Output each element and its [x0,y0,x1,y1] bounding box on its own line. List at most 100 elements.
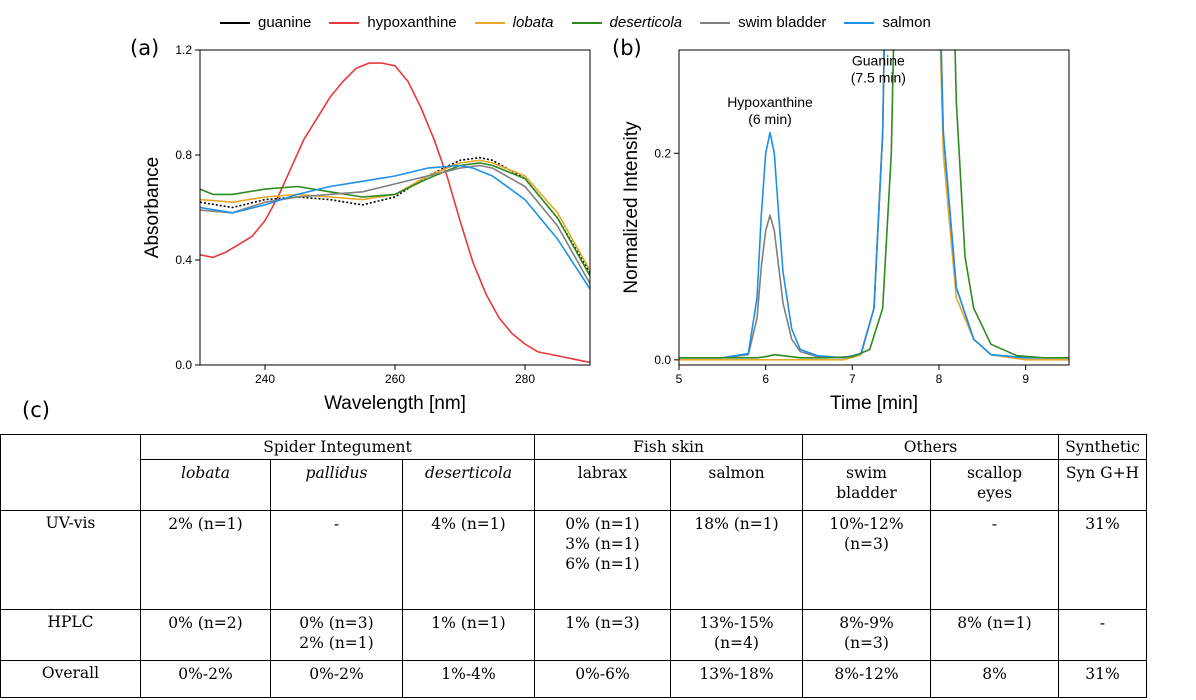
y-tick-label: 1.2 [175,43,192,57]
peak-annotation: Hypoxanthine (6 min) [727,94,813,127]
cell-text: 1% (n=3) [565,614,640,632]
table-cell: 4% (n=1) [402,510,535,610]
legend-swatch [571,21,602,24]
table-cell: 1%-4% [402,660,535,698]
y-tick-label: 0.8 [175,148,192,162]
column-header-text: eyes [976,484,1013,502]
column-header-lobata: lobata [140,459,271,511]
cell-text: - [991,515,998,533]
cell-text: 31% [1085,515,1120,533]
panel-b-label: (b) [612,36,642,60]
legend-item-lobata: lobata [474,14,554,31]
table-column-header-row: lobata pallidus deserticola labrax salmon swi… [1,459,1147,511]
table-cell: 2% (n=1) [140,510,271,610]
ratio-table: Spider Integument Fish skin Others Syntheti… [0,434,1147,698]
cell-text: (n=3) [844,535,889,553]
x-tick-label: 5 [676,372,683,386]
cell-text: 8% [982,665,1007,683]
column-header-salmon: salmon [670,459,803,511]
legend-swatch [474,21,505,24]
cell-text: 31% [1085,665,1120,683]
table-cell: 31% [1058,510,1147,610]
series-line-salmon [200,164,590,290]
column-header-deserticola: deserticola [402,459,535,511]
cell-text: 6% (n=1) [565,555,640,573]
table-cell: 8%-12% [802,660,931,698]
row-header-hplc: HPLC [0,609,141,661]
series-line-deserticola [679,50,1069,359]
legend-item-deserticola: deserticola [571,14,683,31]
legend-swatch [700,21,731,24]
table-cell: 13%-18% [670,660,803,698]
cell-text: 3% (n=1) [565,535,640,553]
column-header-text: scallop [966,464,1023,482]
column-header-text: Syn G+H [1065,464,1140,482]
table-cell: 18% (n=1) [670,510,803,610]
column-header-text: pallidus [305,464,368,482]
group-header-spider-integument: Spider Integument [140,434,535,460]
legend-swatch [220,21,250,24]
table-cell: 1% (n=1) [402,609,535,661]
table-cell: 8% [930,660,1059,698]
table-cell: - [1058,609,1147,661]
cell-text: (n=3) [844,634,889,652]
cell-text: 1%-4% [441,665,496,683]
table-cell: 8%-9% (n=3) [802,609,931,661]
group-header-fish-skin: Fish skin [534,434,803,460]
legend-swatch [329,21,360,24]
x-tick-label: 7 [849,372,856,386]
table-cell: 8% (n=1) [930,609,1059,661]
cell-text: 8%-9% [839,614,894,632]
table-cell: 0%-2% [140,660,271,698]
x-tick-label: 280 [515,372,535,386]
cell-text: 0%-2% [178,665,233,683]
row-header-overall: Overall [0,660,141,698]
table-cell: 31% [1058,660,1147,698]
table-row: UV-vis 2% (n=1) - 4% (n=1) 0% (n=1) 3% (n=1) 6… [0,510,1147,610]
column-header-text: labrax [577,464,628,482]
x-tick-label: 240 [255,372,275,386]
column-header-labrax: labrax [534,459,671,511]
x-tick-label: 9 [1022,372,1029,386]
x-tick-label: 8 [936,372,943,386]
column-header-scallop-eyes: scallop eyes [930,459,1059,511]
column-header-syn-g-h: Syn G+H [1058,459,1147,511]
chart-legend: guanine hypoxanthine lobata deserticola swim… [220,14,931,31]
cell-text: 2% (n=1) [299,634,374,652]
y-axis-label: Absorbance [142,157,163,258]
panel-a-label: (a) [130,36,160,60]
table-cell: - [270,510,403,610]
table-corner-cell [0,434,141,511]
column-header-pallidus: pallidus [270,459,403,511]
column-header-text: lobata [181,464,230,482]
y-tick-label: 0.4 [175,253,192,267]
absorbance-chart: 240 260 280 0.0 0.4 0.8 1.2 Wavelength [nm] Abso… [142,43,591,414]
cell-text: 10%-12% [829,515,904,533]
y-tick-label: 0.0 [654,353,671,367]
cell-text: 0% (n=2) [168,614,243,632]
cell-text: 2% (n=1) [168,515,243,533]
cell-text: 0% (n=1) [565,515,640,533]
group-header-others: Others [802,434,1059,460]
table-cell: 10%-12% (n=3) [802,510,931,610]
table-row: HPLC 0% (n=2) 0% (n=3) 2% (n=1) 1% (n=1) 1% (… [0,609,1147,661]
series-line-swim-bladder [200,164,590,284]
cell-text: 0%-6% [575,665,630,683]
legend-label: deserticola [609,14,683,31]
column-header-text: swim [846,464,887,482]
x-tick-label: 260 [385,372,405,386]
legend-item-salmon: salmon [844,14,931,31]
y-tick-label: 0.0 [175,358,192,372]
legend-label: swim bladder [738,14,827,31]
table-cell: 13%-15% (n=4) [670,609,803,661]
series-line-hypoxanthine [200,62,590,364]
peak-annotation: Guanine (7.5 min) [851,52,906,85]
cell-text: 0%-2% [309,665,364,683]
group-header-synthetic: Synthetic [1058,434,1147,460]
column-header-text: deserticola [424,464,513,482]
legend-item-swim-bladder: swim bladder [700,14,826,31]
series-line-salmon [679,50,1069,359]
table-cell: 1% (n=3) [534,609,671,661]
column-header-text: bladder [836,484,897,502]
legend-label: hypoxanthine [367,14,457,31]
